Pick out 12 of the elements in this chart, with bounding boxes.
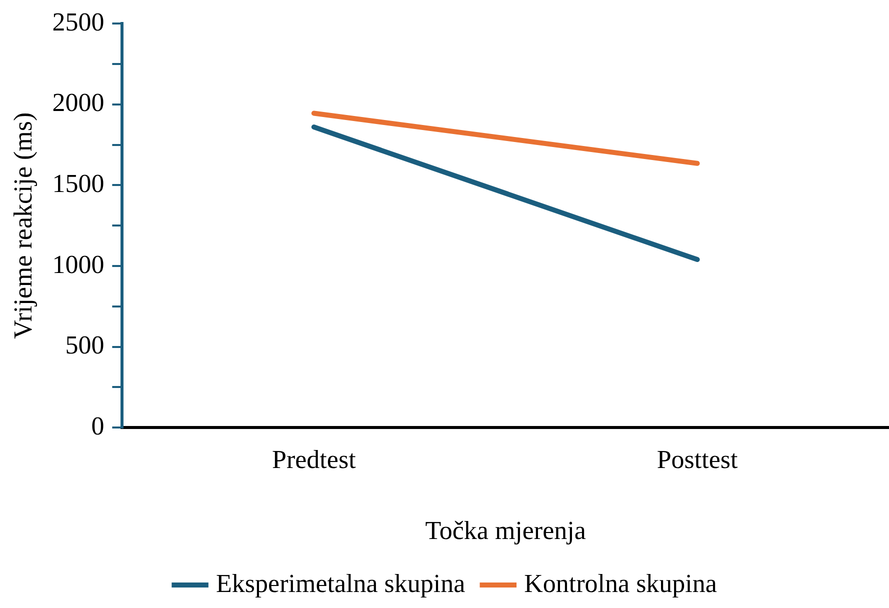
y-axis-title: Vrijeme reakcije (ms) bbox=[8, 112, 38, 339]
legend-label: Kontrolna skupina bbox=[524, 568, 718, 598]
y-tick-label: 2500 bbox=[52, 7, 104, 36]
y-tick-label: 1500 bbox=[52, 169, 104, 198]
y-tick-label: 2000 bbox=[52, 88, 104, 118]
x-tick-label: Posttest bbox=[656, 445, 739, 474]
legend-label: Eksperimetalna skupina bbox=[216, 568, 466, 598]
x-tick-label: Predtest bbox=[272, 445, 357, 474]
x-axis-title: Točka mjerenja bbox=[425, 516, 586, 546]
y-tick-label: 0 bbox=[91, 411, 104, 440]
y-tick-label: 1000 bbox=[52, 250, 104, 279]
y-tick-label: 500 bbox=[65, 330, 104, 360]
